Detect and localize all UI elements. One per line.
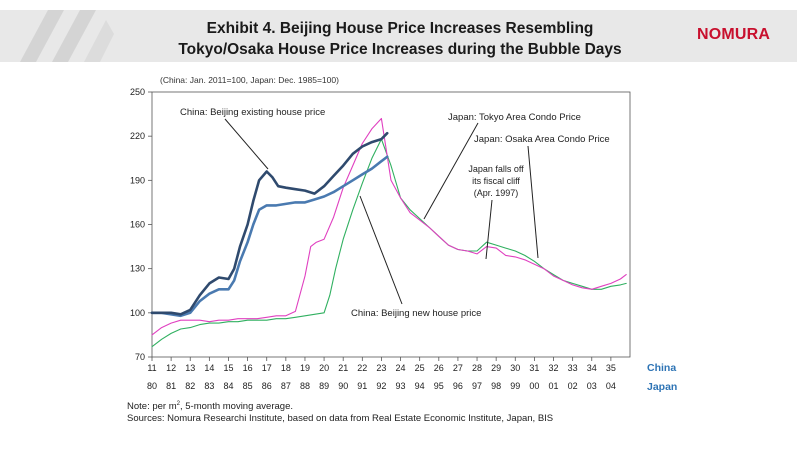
title-band [0,10,797,62]
axis-name-china: China [647,362,676,374]
chart-area: (China: Jan. 2011=100, Japan: Dec. 1985=… [0,66,797,460]
x-tick-label-china: 32 [549,363,559,373]
y-tick-label: 250 [130,87,145,97]
nomura-logo: NOMURA [697,26,771,43]
decorative-chevrons [20,10,114,62]
label-tokyo: Japan: Tokyo Area Condo Price [448,112,581,123]
x-tick-label-china: 12 [166,363,176,373]
footnote: Note: per m2, 5-month moving average. So… [127,398,553,425]
label-beijing-new: China: Beijing new house price [351,308,481,319]
series-line-beijing-existing [150,131,389,316]
x-tick-label-china: 24 [396,363,406,373]
x-tick-label-japan: 98 [491,381,501,391]
y-tick-label: 100 [130,308,145,318]
x-tick-label-china: 34 [587,363,597,373]
x-tick-label-japan: 92 [376,381,386,391]
note-suffix: , 5-month moving average. [179,401,293,413]
x-tick-label-japan: 00 [529,381,539,391]
x-tick-label-japan: 83 [204,381,214,391]
x-tick-label-china: 30 [510,363,520,373]
x-tick-label-china: 11 [147,363,156,373]
x-tick-label-china: 15 [223,363,233,373]
title-line-1: Exhibit 4. Beijing House Price Increases… [206,20,594,37]
x-tick-label-japan: 91 [357,381,367,391]
x-tick-label-china: 28 [472,363,482,373]
x-tick-label-china: 14 [204,363,214,373]
y-tick-label: 160 [130,220,145,230]
sources-line: Sources: Nomura Researchi Institute, bas… [127,413,554,425]
y-tick-label: 130 [130,264,145,274]
y-tick-label: 190 [130,175,145,185]
x-tick-label-china: 18 [281,363,291,373]
x-tick-label-japan: 87 [281,381,291,391]
label-fiscal-cliff-3: (Apr. 1997) [474,188,519,198]
x-tick-label-china: 29 [491,363,501,373]
x-tick-label-japan: 85 [243,381,253,391]
x-tick-label-japan: 99 [510,381,520,391]
note-superscript: 2 [176,401,180,407]
x-tick-label-japan: 01 [549,381,559,391]
x-tick-label-japan: 03 [587,381,597,391]
pointer-osaka [527,145,539,259]
x-tick-label-china: 31 [529,363,539,373]
pointer-beijing-existing [224,118,269,170]
x-tick-label-china: 26 [434,363,444,373]
x-tick-label-japan: 95 [434,381,444,391]
x-tick-label-china: 25 [415,363,425,373]
x-tick-label-japan: 89 [319,381,329,391]
x-tick-label-china: 33 [568,363,578,373]
x-tick-label-china: 19 [300,363,310,373]
x-tick-label-china: 20 [319,363,329,373]
line-chart: (China: Jan. 2011=100, Japan: Dec. 1985=… [130,75,677,393]
x-tick-label-japan: 80 [147,381,157,391]
x-tick-label-china: 23 [376,363,386,373]
x-tick-label-japan: 94 [415,381,425,391]
x-tick-label-japan: 97 [472,381,482,391]
x-tick-label-china: 17 [262,363,272,373]
x-tick-label-japan: 81 [166,381,176,391]
x-tick-label-japan: 90 [338,381,348,391]
label-beijing-existing: China: Beijing existing house price [180,107,325,118]
x-tick-label-japan: 86 [262,381,272,391]
title-line-2: Tokyo/Osaka House Price Increases during… [178,41,622,58]
axis-name-japan: Japan [647,381,677,393]
page-title: Exhibit 4. Beijing House Price Increases… [130,18,670,60]
x-tick-label-china: 22 [357,363,367,373]
x-tick-label-china: 13 [185,363,195,373]
pointer-tokyo [423,122,479,220]
x-tick-label-japan: 88 [300,381,310,391]
x-tick-label-japan: 02 [568,381,578,391]
pointer-fiscal-cliff [485,199,493,260]
x-tick-label-china: 16 [243,363,253,373]
x-tick-label-china: 35 [606,363,616,373]
note-line: Note: per m2, 5-month moving average. [127,398,553,413]
label-fiscal-cliff-1: Japan falls off [468,164,524,174]
x-tick-label-japan: 84 [223,381,233,391]
base-note: (China: Jan. 2011=100, Japan: Dec. 1985=… [160,75,339,85]
label-osaka: Japan: Osaka Area Condo Price [474,134,610,145]
header: Exhibit 4. Beijing House Price Increases… [0,0,797,66]
label-fiscal-cliff-2: its fiscal cliff [472,176,520,186]
note-prefix: Note: per m [127,401,177,413]
x-tick-label-japan: 93 [396,381,406,391]
y-tick-label: 220 [130,131,145,141]
pointer-beijing-new [359,195,403,305]
x-tick-label-china: 27 [453,363,463,373]
y-tick-label: 70 [135,352,145,362]
x-tick-label-china: 21 [338,363,348,373]
x-tick-label-japan: 04 [606,381,616,391]
series-line-tokyo [151,117,627,336]
x-tick-label-japan: 96 [453,381,463,391]
series-line-beijing-new [150,155,389,318]
x-tick-label-japan: 82 [185,381,195,391]
